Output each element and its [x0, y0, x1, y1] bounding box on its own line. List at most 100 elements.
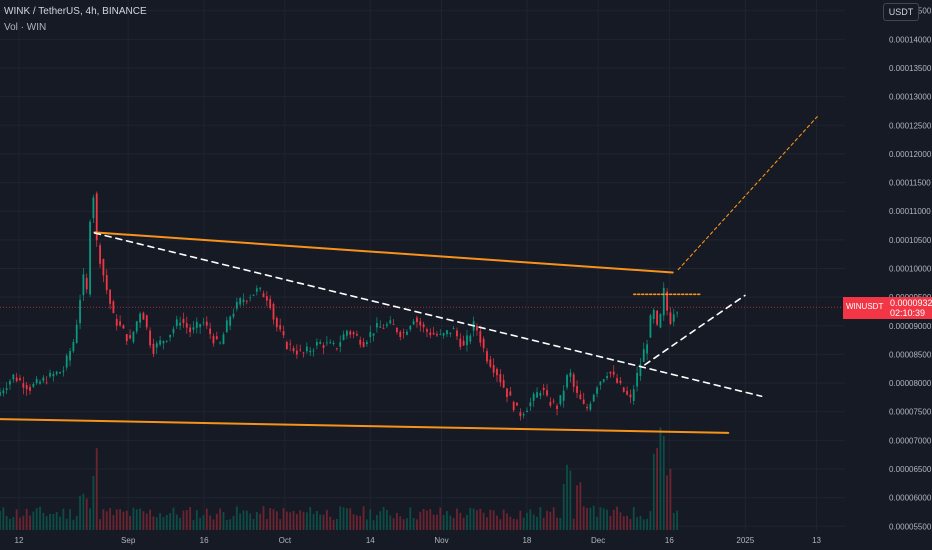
volume-bar — [639, 515, 642, 530]
volume-bar — [482, 512, 485, 530]
candle-body — [299, 349, 302, 351]
candle-body — [592, 394, 595, 402]
volume-bar — [299, 510, 302, 530]
y-tick-label: 0.00008000 — [889, 379, 932, 388]
candle-body — [265, 296, 268, 301]
volume-bar — [205, 508, 208, 530]
volume-bar — [9, 518, 11, 530]
candle-body — [132, 331, 135, 342]
candle-body — [492, 364, 495, 373]
volume-bar — [79, 495, 81, 530]
candle-body — [549, 401, 552, 406]
candle-body — [162, 340, 165, 344]
candle-body — [439, 333, 442, 335]
candle-body — [342, 334, 345, 341]
volume-bar — [145, 513, 148, 530]
volume-bar — [622, 516, 625, 530]
volume-bar — [219, 508, 222, 530]
candle-body — [366, 342, 368, 344]
candle-body — [102, 259, 105, 276]
candle-body — [489, 359, 492, 367]
candle-body — [302, 352, 305, 354]
trend-drawings — [0, 116, 818, 434]
volume-bar — [245, 510, 248, 530]
y-tick-label: 0.00005500 — [889, 522, 932, 531]
volume-bar — [329, 516, 332, 530]
volume-bar — [649, 511, 652, 530]
volume-bar — [119, 509, 121, 530]
x-tick-label: 18 — [522, 536, 531, 545]
x-tick-label: Sep — [121, 536, 136, 545]
volume-bar — [509, 516, 512, 530]
y-tick-label: 0.00011500 — [889, 179, 931, 188]
volume-bar — [586, 507, 588, 530]
volume-bar — [175, 514, 178, 530]
candle-body — [122, 325, 125, 329]
candle-body — [562, 390, 565, 401]
candle-body — [402, 332, 405, 334]
volume-bar — [389, 515, 392, 530]
candle-body — [59, 372, 61, 374]
candle-body — [275, 318, 278, 328]
candle-body — [2, 390, 5, 394]
candle-body — [159, 340, 162, 345]
candle-body — [145, 315, 148, 328]
candle-body — [49, 372, 51, 377]
candle-body — [569, 372, 572, 377]
x-tick-label: 16 — [200, 536, 209, 545]
candle-body — [185, 323, 188, 328]
volume-bar — [235, 506, 238, 530]
upper-trendline — [93, 231, 674, 274]
candle-body — [175, 319, 178, 327]
candle-body — [546, 390, 548, 396]
volume-bar — [92, 476, 95, 530]
x-tick-label: Nov — [434, 536, 448, 545]
volume-bar — [292, 510, 295, 530]
candle-body — [189, 327, 192, 333]
volume-bar — [646, 518, 648, 530]
volume-bar — [152, 516, 155, 530]
candle-body — [262, 293, 265, 298]
candle-body — [125, 334, 128, 342]
candle-body — [519, 412, 522, 417]
volume-bar — [556, 517, 558, 530]
volume-bar — [19, 517, 21, 530]
candle-body — [636, 372, 638, 387]
candle-body — [399, 331, 402, 337]
volume-bar — [182, 510, 185, 530]
volume-bar — [239, 513, 242, 530]
candle-body — [119, 321, 121, 326]
volume-bar — [652, 453, 655, 530]
candle-body — [619, 380, 622, 384]
candle-body — [442, 333, 445, 336]
candle-body — [165, 340, 168, 342]
volume-bar — [272, 509, 275, 530]
volume-bar — [546, 510, 548, 530]
candle-body — [179, 322, 182, 326]
candle-body — [579, 394, 582, 400]
candle-body — [586, 406, 588, 409]
candle-body — [69, 351, 71, 361]
candle-body — [325, 342, 328, 344]
candle-body — [502, 380, 505, 388]
candle-body — [82, 274, 85, 296]
candle-body — [212, 335, 215, 344]
y-tick-label: 0.00013500 — [889, 64, 932, 73]
volume-bar — [102, 509, 105, 530]
volume-bar — [322, 514, 325, 530]
volume-bar — [49, 513, 51, 530]
volume-bar — [82, 493, 85, 530]
volume-bar — [42, 512, 45, 530]
candle-body — [436, 334, 438, 336]
candle-body — [376, 323, 378, 328]
candle-body — [332, 342, 335, 345]
volume-bar — [25, 508, 28, 530]
candle-body — [452, 328, 455, 330]
candle-body — [235, 301, 238, 309]
volume-bar — [179, 517, 182, 530]
candle-body — [666, 291, 669, 311]
currency-button[interactable]: USDT — [883, 3, 919, 21]
y-tick-label: 0.00006500 — [889, 465, 932, 474]
symbol-title: WINK / TetherUS, 4h, BINANCE — [4, 6, 147, 17]
